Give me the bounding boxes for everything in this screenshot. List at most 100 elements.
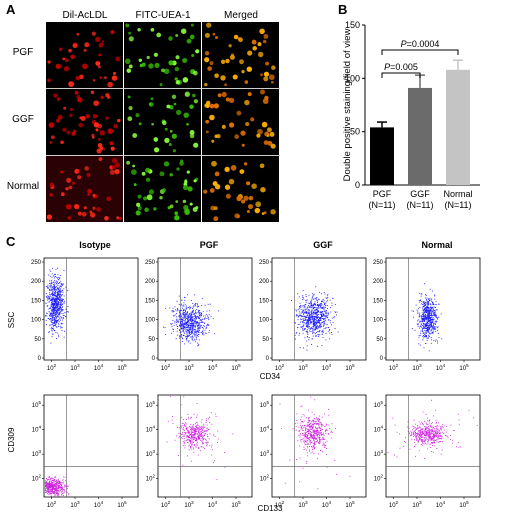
event-dot [174,325,175,326]
event-dot [423,313,424,314]
event-dot [303,318,304,319]
event-dot [420,437,421,438]
event-dot [58,303,59,304]
event-dot [181,328,182,329]
event-dot [197,325,198,326]
event-dot [419,313,420,314]
event-dot [191,439,192,440]
event-dot [433,416,434,417]
event-dot [192,441,193,442]
event-dot [205,430,206,431]
event-dot [51,321,52,322]
event-dot [185,320,186,321]
event-dot [315,301,316,302]
event-dot [296,430,297,431]
event-dot [183,442,184,443]
bar-ggf [408,88,432,185]
event-dot [425,302,426,303]
event-dot [430,426,431,427]
log-tick-label: 102 [47,363,57,372]
event-dot [316,309,317,310]
event-dot [186,325,187,326]
event-dot [436,301,437,302]
event-dot [194,339,195,340]
event-dot [186,429,187,430]
event-dot [55,476,56,477]
log-tick-label: 103 [298,500,308,509]
event-dot [225,467,226,468]
event-dot [194,334,195,335]
column-title-isotype: Isotype [79,240,111,250]
event-dot [425,316,426,317]
event-dot [317,300,318,301]
event-dot [195,440,196,441]
event-dot [56,318,57,319]
event-dot [314,437,315,438]
cell-dot [172,134,177,139]
event-dot [313,320,314,321]
event-dot [318,437,319,438]
event-dot [426,299,427,300]
event-dot [436,433,437,434]
event-dot [49,483,50,484]
event-dot [315,333,316,334]
event-dot [438,432,439,433]
event-dot [432,302,433,303]
event-dot [208,429,209,430]
event-dot [193,429,194,430]
event-dot [421,294,422,295]
event-dot [54,277,55,278]
event-dot [204,431,205,432]
event-dot [46,488,47,489]
event-dot [299,306,300,307]
event-dot [49,297,50,298]
event-dot [335,304,336,305]
event-dot [426,336,427,337]
event-dot [195,326,196,327]
event-dot [431,325,432,326]
cell-dot [105,116,108,119]
event-dot [427,306,428,307]
event-dot [58,301,59,302]
event-dot [196,318,197,319]
event-dot [61,495,62,496]
event-dot [50,313,51,314]
event-dot [49,315,50,316]
event-dot [315,310,316,311]
event-dot [56,308,57,309]
event-dot [327,430,328,431]
event-dot [424,437,425,438]
event-dot [196,417,197,418]
cell-dot [225,185,230,190]
cell-dot [154,63,159,68]
event-dot [200,317,201,318]
event-dot [310,301,311,302]
event-dot [430,313,431,314]
event-dot [430,429,431,430]
event-dot [432,332,433,333]
event-dot [306,434,307,435]
event-dot [311,319,312,320]
event-dot [193,449,194,450]
cell-dot [125,58,131,64]
event-dot [189,433,190,434]
event-dot [304,307,305,308]
event-dot [197,345,198,346]
event-dot [329,329,330,330]
event-dot [199,313,200,314]
event-dot [309,331,310,332]
event-dot [195,331,196,332]
event-dot [53,303,54,304]
event-dot [56,312,57,313]
event-dot [196,443,197,444]
event-dot [184,441,185,442]
event-dot [421,296,422,297]
event-dot [304,442,305,443]
cell-dot [77,95,81,99]
event-dot [55,320,56,321]
event-dot [203,328,204,329]
event-dot [303,348,304,349]
event-dot [415,427,416,428]
event-dot [327,315,328,316]
